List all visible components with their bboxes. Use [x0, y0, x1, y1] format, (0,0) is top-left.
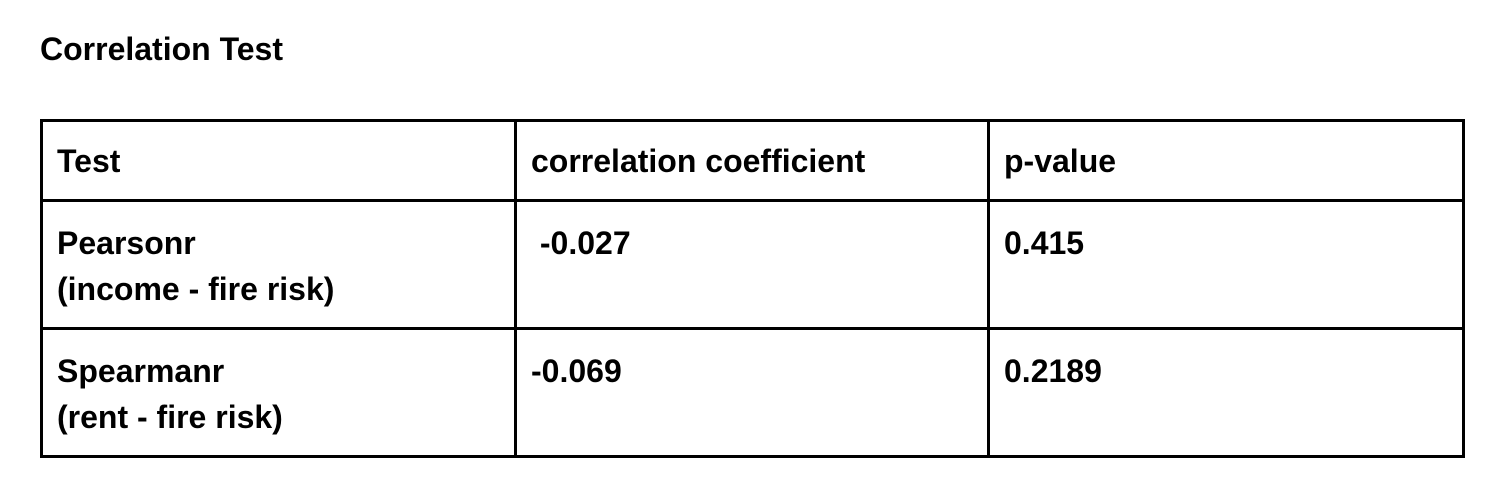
test-name: Spearmanr: [57, 353, 225, 389]
test-name: Pearsonr: [57, 225, 196, 261]
correlation-coefficient-cell: -0.027: [514, 199, 990, 330]
correlation-coefficient-value: -0.069: [531, 353, 622, 389]
header-correlation-coefficient: correlation coefficient: [514, 119, 990, 202]
table-row: Spearmanr (rent - fire risk) -0.069 0.21…: [40, 327, 1465, 458]
correlation-table: Test correlation coefficient p-value Pea…: [40, 119, 1465, 458]
header-test: Test: [40, 119, 517, 202]
correlation-coefficient-cell: -0.069: [514, 327, 990, 458]
page-title: Correlation Test: [40, 31, 283, 67]
correlation-coefficient-value: -0.027: [531, 225, 631, 261]
table-row: Pearsonr (income - fire risk) -0.027 0.4…: [40, 199, 1465, 330]
p-value-cell: 0.2189: [987, 327, 1465, 458]
p-value-cell: 0.415: [987, 199, 1465, 330]
test-detail: (rent - fire risk): [57, 399, 283, 435]
table-header-row: Test correlation coefficient p-value: [40, 119, 1465, 202]
p-value-value: 0.2189: [1004, 353, 1102, 389]
test-cell: Pearsonr (income - fire risk): [40, 199, 517, 330]
p-value-value: 0.415: [1004, 225, 1085, 261]
header-p-value: p-value: [987, 119, 1465, 202]
test-detail: (income - fire risk): [57, 271, 335, 307]
test-cell: Spearmanr (rent - fire risk): [40, 327, 517, 458]
